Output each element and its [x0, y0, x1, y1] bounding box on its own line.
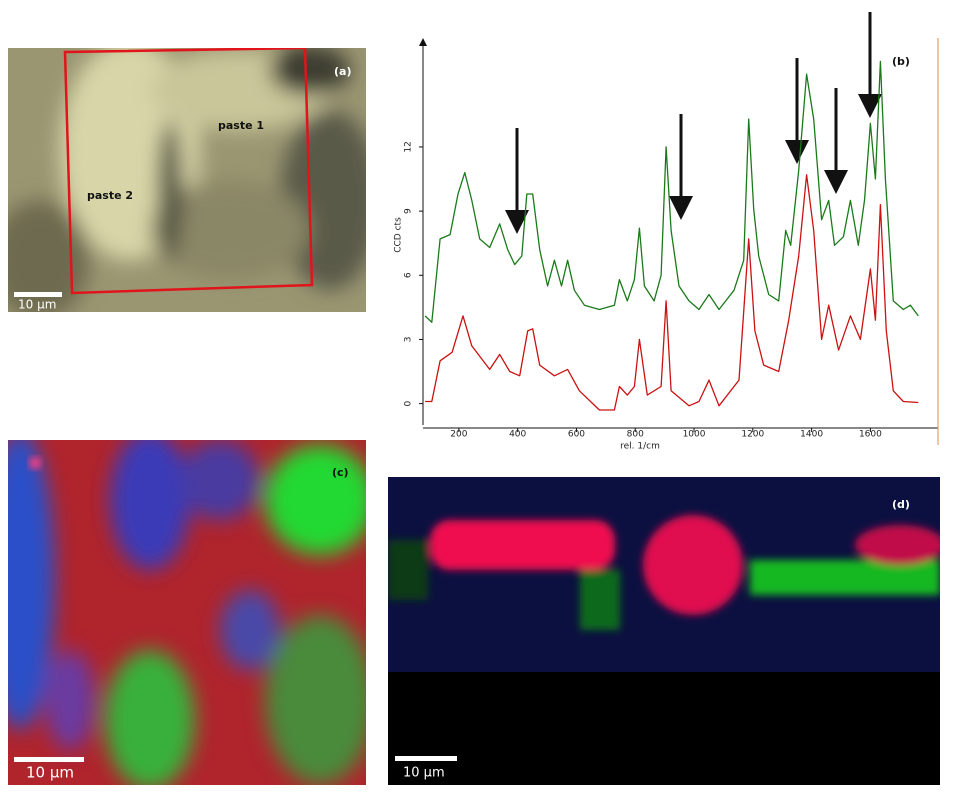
scale-bar-label: 10 µm: [26, 764, 74, 782]
x-tick-label: 1600: [859, 430, 882, 440]
y-tick-label: 6: [404, 272, 414, 278]
panel-label: (c): [332, 466, 349, 479]
x-tick-label: 1000: [683, 430, 706, 440]
x-tick-label: 1200: [741, 430, 764, 440]
annotation: paste 1: [218, 119, 264, 132]
scale-bar-label: 10 µm: [18, 298, 56, 312]
x-tick-label: 400: [509, 430, 526, 440]
y-tick-label: 12: [404, 141, 414, 152]
spectrum-chart: (b) rel. 1/cm CCD cts 0 3 6 9 12 200 400 600 800…: [394, 12, 939, 452]
scale-bar-label: 10 µm: [403, 766, 445, 781]
depth-map: [388, 477, 940, 785]
x-tick-label: 600: [568, 430, 585, 440]
arrows: [505, 12, 882, 234]
x-tick-label: 200: [450, 430, 467, 440]
x-tick-label: 1400: [800, 430, 823, 440]
x-tick-label: 800: [627, 430, 644, 440]
micrograph: [8, 48, 366, 312]
annotation: paste 2: [87, 189, 133, 202]
raman-map: [8, 440, 366, 785]
y-tick-label: 3: [404, 337, 414, 343]
panel-label: (d): [892, 498, 910, 511]
x-axis-label: rel. 1/cm: [620, 442, 660, 452]
panel-label: (b): [892, 55, 910, 68]
spectrum-line: [424, 60, 919, 323]
y-tick-label: 9: [404, 208, 414, 214]
y-axis-label: CCD cts: [394, 217, 404, 253]
panel-label: (a): [334, 65, 351, 78]
spectrum-line: [425, 174, 919, 411]
y-tick-label: 0: [404, 400, 414, 406]
